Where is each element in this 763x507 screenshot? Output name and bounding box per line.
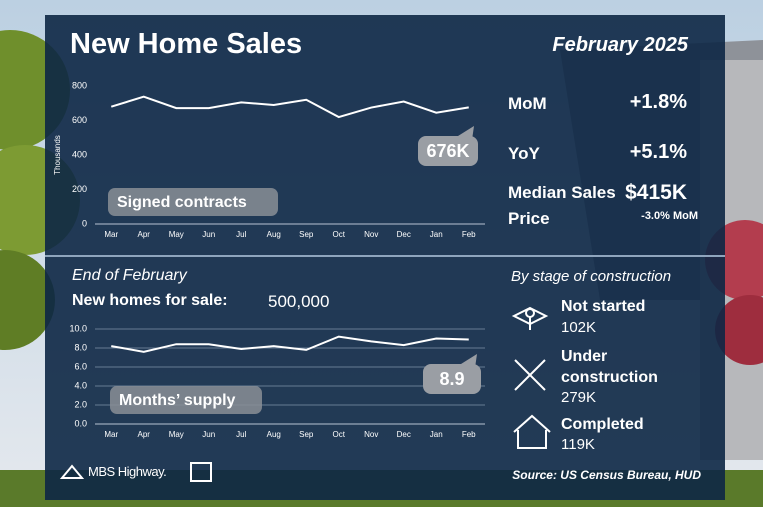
x-tick-label: Dec	[397, 230, 411, 239]
callout-tail	[458, 126, 474, 140]
x-tick-label: Jun	[202, 230, 215, 239]
y-axis-label: Thousands	[53, 135, 62, 175]
stage-value: 279K	[561, 389, 597, 406]
x-tick-label: May	[169, 230, 184, 239]
x-tick-label: Apr	[138, 430, 151, 439]
x-tick-label: Dec	[397, 430, 411, 439]
source: Source: US Census Bureau, HUD	[512, 468, 701, 482]
y-tick-label: 600	[72, 115, 87, 125]
x-tick-label: Jul	[236, 230, 246, 239]
x-tick-label: Sep	[299, 230, 314, 239]
y-tick-label: 400	[72, 149, 87, 159]
stage-value: 119K	[561, 436, 595, 453]
stat-label: YoY	[508, 144, 540, 163]
stat-value: +1.8%	[629, 91, 687, 113]
x-tick-label: Jul	[236, 430, 246, 439]
stage-label: Not started	[561, 298, 646, 315]
callout-tail	[461, 354, 477, 368]
x-tick-label: Jun	[202, 430, 215, 439]
y-tick-label: 0.0	[74, 418, 87, 428]
y-tick-label: 0	[82, 218, 87, 228]
x-tick-label: Jan	[430, 430, 443, 439]
data-line	[111, 335, 469, 353]
label-box	[108, 188, 278, 216]
y-tick-label: 4.0	[74, 380, 87, 390]
y-tick-label: 200	[72, 184, 87, 194]
series-label: Months’ supply	[119, 392, 236, 409]
label-box	[110, 386, 262, 414]
x-tick-label: Aug	[267, 230, 281, 239]
x-tick-label: Mar	[104, 230, 118, 239]
x-tick-label: Nov	[364, 430, 378, 439]
stage-value: 102K	[561, 319, 597, 336]
logo: MBS Highway.	[88, 464, 167, 479]
inventory-value: 500,000	[268, 292, 330, 311]
stage-label: Under construction	[561, 348, 658, 386]
x-tick-label: Nov	[364, 230, 378, 239]
x-tick-label: Jan	[430, 230, 443, 239]
callout	[423, 364, 481, 394]
y-tick-label: 6.0	[74, 361, 87, 371]
x-tick-label: Sep	[299, 430, 314, 439]
stat-change: -3.0% MoM	[641, 210, 698, 222]
period: End of February	[72, 267, 187, 284]
x-tick-label: May	[169, 430, 184, 439]
stat-label: MoM	[508, 94, 547, 113]
series-label: Signed contracts	[117, 194, 247, 211]
x-tick-label: Feb	[462, 430, 476, 439]
stat-value: +5.1%	[629, 141, 687, 163]
y-tick-label: 10.0	[69, 323, 87, 333]
stage-label: Completed	[561, 416, 644, 433]
callout	[418, 136, 478, 166]
x-tick-label: Aug	[267, 430, 281, 439]
y-tick-label: 2.0	[74, 399, 87, 409]
x-tick-label: Mar	[104, 430, 118, 439]
inventory-label: New homes for sale:	[72, 292, 228, 309]
x-tick-label: Oct	[333, 430, 346, 439]
x-tick-label: Apr	[138, 230, 151, 239]
x-tick-label: Oct	[333, 230, 346, 239]
y-tick-label: 800	[72, 80, 87, 90]
y-tick-label: 8.0	[74, 342, 87, 352]
data-line	[110, 95, 469, 119]
date: February 2025	[552, 34, 688, 56]
title: New Home Sales	[70, 28, 303, 60]
stat-value: $415K	[625, 181, 687, 204]
x-tick-label: Feb	[462, 230, 476, 239]
stat-label: Median Sales Price	[508, 183, 616, 228]
value-label: 8.9	[439, 369, 464, 389]
value-label: 676K	[426, 141, 469, 161]
stages-title: By stage of construction	[511, 268, 672, 285]
